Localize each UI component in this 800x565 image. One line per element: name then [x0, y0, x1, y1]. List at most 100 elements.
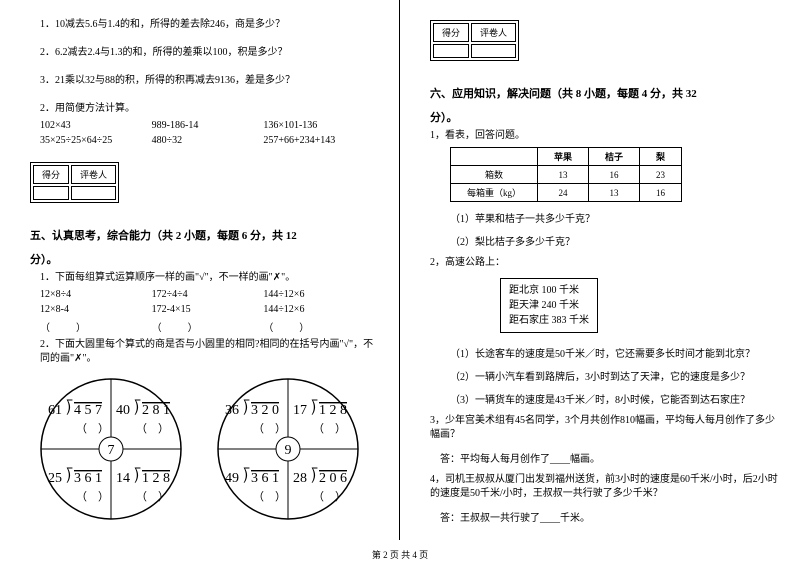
p1-item: 144÷12×6 [263, 304, 359, 315]
question-2: 2．6.2减去2.4与1.3的和，所得的差乘以100，积是多少？ [40, 46, 379, 60]
svg-text:4 5 7: 4 5 7 [74, 403, 102, 418]
p1-row-1: 12×8÷4 172÷4÷4 144÷12×6 [40, 289, 359, 300]
q2-b: （2）一辆小汽车看到路牌后，3小时到达了天津，它的速度是多少？ [450, 368, 780, 383]
svg-text:40: 40 [116, 403, 130, 418]
circle-left: 7 61 ⟌ 4 5 7 （ ） 40 ⟌ 2 8 1 （ ） 25 ⟌ 3 6… [26, 374, 196, 524]
q1-a: （1）苹果和桔子一共多少千克？ [450, 210, 780, 225]
th [451, 148, 538, 166]
svg-text:2 0 6: 2 0 6 [319, 471, 347, 486]
td: 16 [640, 184, 682, 202]
td: 箱数 [451, 166, 538, 184]
score-box-right: 得分评卷人 [430, 20, 519, 61]
page-footer: 第 2 页 共 4 页 [0, 548, 800, 561]
svg-text:1 2 8: 1 2 8 [142, 471, 170, 486]
td: 13 [589, 184, 640, 202]
circle-right: 9 36 ⟌ 3 2 0 （ ） 17 ⟌ 1 2 8 （ ） 49 ⟌ 3 6… [203, 374, 373, 524]
svg-text:3 6 1: 3 6 1 [251, 471, 279, 486]
td: 23 [640, 166, 682, 184]
q4-ans: 答：王叔叔一共行驶了____千米。 [440, 509, 780, 524]
q2-a: （1）长途客车的速度是50千米／时，它还需要多长时间才能到北京？ [450, 345, 780, 360]
svg-text:（ ）: （ ） [253, 490, 286, 503]
svg-text:25: 25 [48, 471, 62, 486]
svg-text:17: 17 [293, 403, 307, 418]
q3-ans: 答：平均每人每月创作了____幅画。 [440, 450, 780, 465]
section-6-end: 分）。 [430, 109, 780, 125]
calc-item: 257+66+234+143 [263, 135, 359, 146]
p1-item: 144÷12×6 [263, 289, 359, 300]
section-6-title: 六、应用知识，解决问题（共 8 小题，每题 4 分，共 32 [430, 85, 697, 101]
calc-item: 480÷32 [152, 135, 248, 146]
svg-text:36: 36 [225, 403, 239, 418]
svg-text:（ ）: （ ） [76, 490, 109, 503]
svg-text:14: 14 [116, 471, 130, 486]
svg-text:⟌: ⟌ [134, 467, 141, 486]
road-sign: 距北京 100 千米 距天津 240 千米 距石家庄 383 千米 [500, 278, 598, 333]
p1-item: （ ） [152, 319, 248, 334]
q2-c: （3）一辆货车的速度是43千米／时，8小时候，它能否到达石家庄？ [450, 391, 780, 406]
svg-text:（ ）: （ ） [76, 422, 109, 435]
fruit-table: 苹果 桔子 梨 箱数 13 16 23 每箱重（kg） 24 13 16 [450, 147, 682, 202]
p1-item: 172÷4÷4 [152, 289, 248, 300]
p1-item: 12×8-4 [40, 304, 136, 315]
calc-item: 136×101-136 [263, 120, 359, 131]
center-7: 7 [108, 443, 115, 458]
q1-b: （2）梨比桔子多多少千克？ [450, 233, 780, 248]
td: 16 [589, 166, 640, 184]
grader-label: 评卷人 [71, 165, 116, 184]
p1-title: 1．下面每组算式运算顺序一样的画"√"，不一样的画"✗"。 [40, 271, 379, 285]
th: 苹果 [538, 148, 589, 166]
svg-text:⟌: ⟌ [66, 467, 73, 486]
svg-text:（ ）: （ ） [313, 422, 346, 435]
svg-text:61: 61 [48, 403, 62, 418]
p1-row-2: 12×8-4 172-4×15 144÷12×6 [40, 304, 359, 315]
q2-title: 2，高速公路上： [430, 256, 780, 270]
sign-line: 距北京 100 千米 [509, 283, 589, 298]
svg-text:⟌: ⟌ [311, 467, 318, 486]
td: 每箱重（kg） [451, 184, 538, 202]
svg-text:2 8 1: 2 8 1 [142, 403, 170, 418]
calc-row-1: 102×43 989-186-14 136×101-136 [40, 120, 359, 131]
p1-row-3: （ ） （ ） （ ） [40, 319, 359, 334]
score-label: 得分 [433, 23, 469, 42]
calc-item: 989-186-14 [152, 120, 248, 131]
sign-line: 距天津 240 千米 [509, 298, 589, 313]
question-4-title: 2．用简便方法计算。 [40, 102, 379, 116]
question-1: 1．10减去5.6与1.4的和，所得的差去除246，商是多少？ [40, 18, 379, 32]
svg-text:3 2 0: 3 2 0 [251, 403, 279, 418]
svg-text:49: 49 [225, 471, 239, 486]
p1-item: （ ） [263, 319, 359, 334]
svg-text:（ ）: （ ） [313, 490, 346, 503]
score-label: 得分 [33, 165, 69, 184]
circles: 7 61 ⟌ 4 5 7 （ ） 40 ⟌ 2 8 1 （ ） 25 ⟌ 3 6… [20, 374, 379, 527]
svg-text:（ ）: （ ） [253, 422, 286, 435]
section-5-title: 五、认真思考，综合能力（共 2 小题，每题 6 分，共 12 [30, 227, 297, 243]
p1-item: （ ） [40, 319, 136, 334]
svg-text:⟌: ⟌ [66, 399, 73, 418]
calc-item: 35×25÷25×64÷25 [40, 135, 136, 146]
q3: 3，少年宫美术组有45名同学，3个月共创作810幅画，平均每人每月创作了多少幅画… [430, 414, 780, 442]
svg-text:（ ）: （ ） [136, 422, 169, 435]
svg-text:⟌: ⟌ [243, 467, 250, 486]
left-column: 1．10减去5.6与1.4的和，所得的差去除246，商是多少？ 2．6.2减去2… [0, 0, 400, 540]
calc-item: 102×43 [40, 120, 136, 131]
svg-text:28: 28 [293, 471, 307, 486]
score-box: 得分评卷人 [30, 162, 119, 203]
p2-title: 2．下面大圆里每个算式的商是否与小圆里的相同?相同的在括号内画"√"，不同的画"… [40, 338, 379, 366]
svg-text:（ ）: （ ） [136, 490, 169, 503]
center-9: 9 [284, 443, 291, 458]
th: 梨 [640, 148, 682, 166]
p1-item: 12×8÷4 [40, 289, 136, 300]
grader-label: 评卷人 [471, 23, 516, 42]
p1-item: 172-4×15 [152, 304, 248, 315]
q4: 4，司机王叔叔从厦门出发到福州送货，前3小时的速度是60千米/小时，后2小时的速… [430, 473, 780, 501]
sign-line: 距石家庄 383 千米 [509, 313, 589, 328]
svg-text:1 2 8: 1 2 8 [319, 403, 347, 418]
svg-text:⟌: ⟌ [311, 399, 318, 418]
td: 24 [538, 184, 589, 202]
section-5-end: 分）。 [30, 251, 379, 267]
svg-text:⟌: ⟌ [134, 399, 141, 418]
th: 桔子 [589, 148, 640, 166]
q1-title: 1，看表，回答问题。 [430, 129, 780, 143]
td: 13 [538, 166, 589, 184]
question-3: 3．21乘以32与88的积，所得的积再减去9136，差是多少？ [40, 74, 379, 88]
